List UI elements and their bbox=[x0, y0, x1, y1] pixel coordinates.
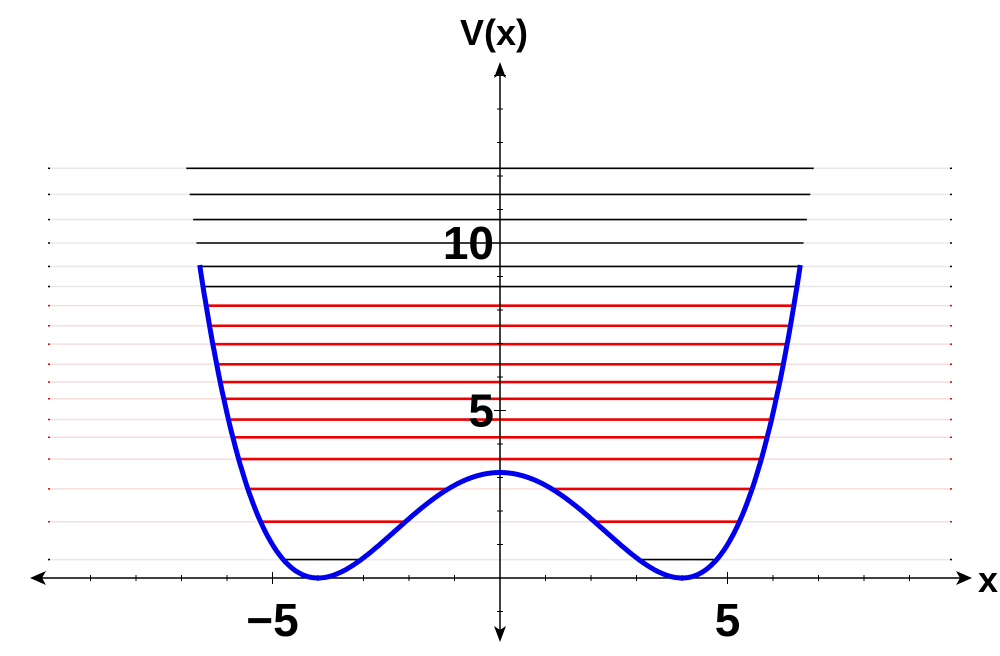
x-axis-left-arrow bbox=[30, 571, 46, 585]
x-axis-right-arrow bbox=[956, 571, 972, 585]
minor-ticks bbox=[90, 75, 910, 612]
y-tick-label: 10 bbox=[443, 217, 494, 269]
axes bbox=[30, 62, 972, 642]
y-axis-top-arrow bbox=[494, 62, 506, 78]
tick-labels: −5 5 5 10 bbox=[246, 217, 740, 646]
x-axis-label: x bbox=[978, 559, 998, 600]
y-tick-label: 5 bbox=[468, 385, 494, 437]
x-tick-label: 5 bbox=[715, 594, 741, 646]
x-tick-label: −5 bbox=[246, 594, 298, 646]
potential-curve bbox=[197, 264, 803, 581]
y-axis-bottom-arrow bbox=[494, 626, 506, 642]
y-axis-label: V(x) bbox=[460, 12, 528, 53]
